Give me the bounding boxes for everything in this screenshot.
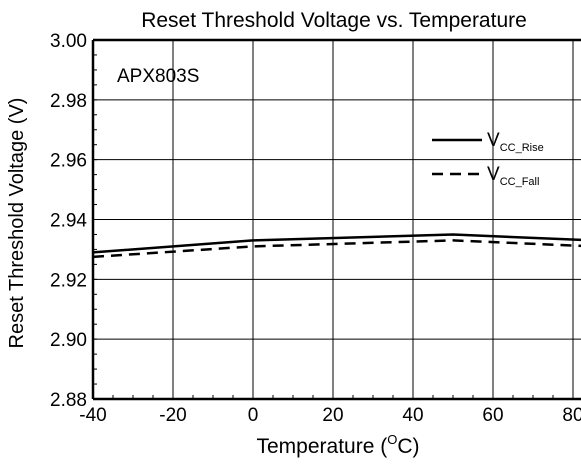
legend-label-vcc-rise: VCC_Rise [487, 130, 544, 154]
y-tick-label: 2.96 [50, 151, 87, 172]
x-tick-label: 80 [562, 405, 581, 426]
x-tick-label: -20 [159, 405, 186, 426]
x-axis-label: Temperature (OC) [256, 432, 419, 458]
y-axis-label: Reset Threshold Voltage (V) [6, 98, 28, 349]
x-tick-labels: -40 -20 0 20 40 60 80 [79, 405, 581, 426]
y-tick-label: 2.88 [50, 390, 87, 411]
legend-label-vcc-fall: VCC_Fall [487, 164, 539, 188]
x-axis-label-main: Temperature ( [256, 435, 387, 458]
y-tick-label: 3.00 [50, 31, 87, 52]
series-line-vcc-fall [92, 239, 581, 259]
x-tick-label: 60 [482, 405, 503, 426]
chart-title: Reset Threshold Voltage vs. Temperature [141, 9, 527, 32]
grid [93, 40, 581, 399]
y-tick-label: 2.92 [50, 270, 87, 291]
y-tick-label: 2.90 [50, 330, 87, 351]
x-tick-label: 0 [248, 405, 259, 426]
y-tick-labels: 2.88 2.90 2.92 2.94 2.96 2.98 3.00 [50, 31, 87, 411]
plot-frame [91, 38, 581, 401]
x-tick-label: 40 [402, 405, 423, 426]
x-axis-label-degree: O [387, 432, 397, 447]
series-line-vcc-rise [92, 233, 581, 254]
legend: VCC_Rise VCC_Fall [432, 130, 544, 188]
x-axis-label-unit: C) [397, 435, 419, 458]
chart-annotation: APX803S [117, 66, 199, 87]
series-layer [92, 233, 581, 259]
x-tick-label: 20 [322, 405, 343, 426]
x-tick-label: -40 [79, 405, 106, 426]
y-tick-label: 2.94 [50, 211, 87, 232]
y-tick-label: 2.98 [50, 91, 87, 112]
